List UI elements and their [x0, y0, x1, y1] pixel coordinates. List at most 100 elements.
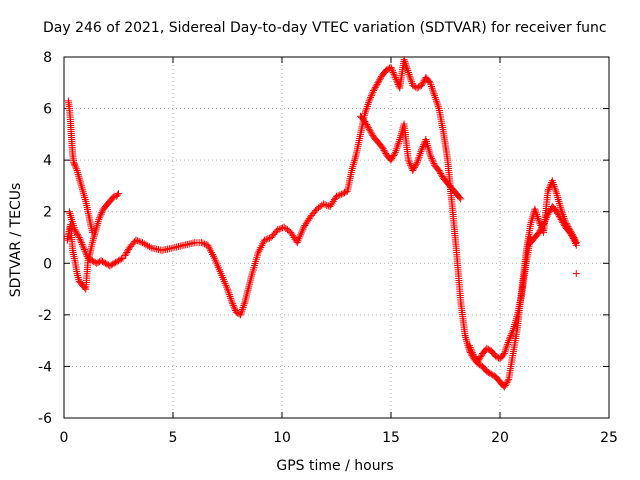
data-point — [407, 161, 415, 169]
tick-labels: 0 5 10 15 20 25 -6 -4 -2 0 2 4 6 8 — [38, 50, 618, 446]
data-point — [312, 207, 320, 215]
data-point — [76, 176, 84, 184]
data-point — [554, 211, 562, 219]
data-point — [428, 154, 436, 162]
data-point — [135, 237, 143, 245]
data-point — [418, 81, 426, 89]
data-point — [363, 121, 371, 129]
data-point — [73, 229, 81, 237]
data-point — [67, 212, 75, 220]
data-point — [547, 206, 555, 214]
data-point — [507, 331, 515, 339]
data-point — [122, 250, 130, 258]
data-point — [229, 301, 237, 309]
data-point — [432, 95, 440, 103]
data-point — [74, 232, 82, 240]
data-point — [431, 92, 439, 100]
data-point — [83, 251, 91, 259]
y-tick-label: 2 — [43, 205, 52, 221]
data-point — [465, 342, 473, 350]
data-point — [89, 237, 97, 245]
data-point — [264, 235, 272, 243]
data-point — [238, 305, 246, 313]
data-point — [99, 258, 107, 266]
data-point — [80, 192, 88, 200]
data-point — [418, 146, 426, 154]
data-point — [134, 237, 142, 245]
data-point — [367, 92, 375, 100]
data-point — [467, 345, 475, 353]
x-tick-label: 5 — [169, 430, 178, 446]
data-point — [383, 66, 391, 74]
y-tick-label: 0 — [43, 256, 52, 272]
data-point — [405, 158, 413, 166]
data-point — [555, 212, 563, 220]
data-point — [115, 190, 122, 198]
data-point — [199, 239, 207, 247]
data-point — [226, 292, 234, 300]
data-point — [89, 235, 97, 243]
data-point — [334, 192, 342, 200]
data-point — [499, 351, 507, 359]
data-point — [503, 342, 511, 350]
data-point — [333, 192, 340, 200]
data-point — [430, 160, 438, 168]
data-point — [505, 335, 513, 343]
data-point — [97, 257, 105, 265]
data-point — [372, 82, 380, 90]
data-point — [410, 165, 418, 173]
data-point — [409, 166, 417, 174]
data-point — [375, 77, 383, 85]
data-point — [429, 88, 437, 96]
data-point — [545, 185, 553, 193]
data-point — [425, 147, 433, 155]
data-point — [80, 190, 88, 198]
x-tick-label: 15 — [382, 430, 400, 446]
data-point — [418, 144, 426, 152]
data-point — [568, 233, 576, 241]
data-point — [319, 200, 327, 208]
data-point — [231, 305, 239, 313]
data-point — [404, 156, 412, 164]
data-point — [433, 99, 441, 107]
data-point — [411, 163, 419, 171]
data-point — [390, 152, 398, 160]
data-point — [412, 160, 420, 168]
data-point — [97, 210, 105, 218]
data-point — [373, 80, 381, 88]
data-point — [431, 94, 439, 102]
data-point — [508, 330, 516, 338]
data-point — [93, 259, 101, 267]
data-point — [87, 256, 95, 264]
data-point — [489, 371, 497, 379]
data-point — [240, 300, 248, 308]
data-point — [476, 361, 484, 369]
data-point — [367, 128, 375, 136]
data-point — [81, 195, 89, 203]
data-point — [428, 156, 436, 164]
data-point — [379, 145, 387, 153]
y-tick-label: 8 — [43, 50, 52, 66]
data-point — [538, 224, 546, 232]
data-point — [552, 188, 560, 196]
x-tick-label: 20 — [491, 430, 509, 446]
data-point — [66, 210, 74, 218]
data-point — [570, 236, 578, 244]
data-point — [340, 189, 348, 197]
data-point — [553, 192, 561, 200]
data-point — [387, 63, 395, 71]
data-marks — [63, 56, 580, 391]
data-point — [568, 231, 576, 239]
data-point — [434, 101, 442, 109]
data-point — [93, 221, 101, 229]
data-point — [72, 227, 80, 235]
data-point — [337, 190, 345, 198]
data-point — [543, 212, 551, 220]
data-point — [394, 141, 402, 149]
data-point — [72, 165, 80, 173]
data-point — [469, 350, 477, 358]
data-point — [79, 242, 87, 250]
data-point — [348, 165, 356, 173]
data-point — [416, 151, 424, 159]
data-point — [457, 195, 465, 203]
